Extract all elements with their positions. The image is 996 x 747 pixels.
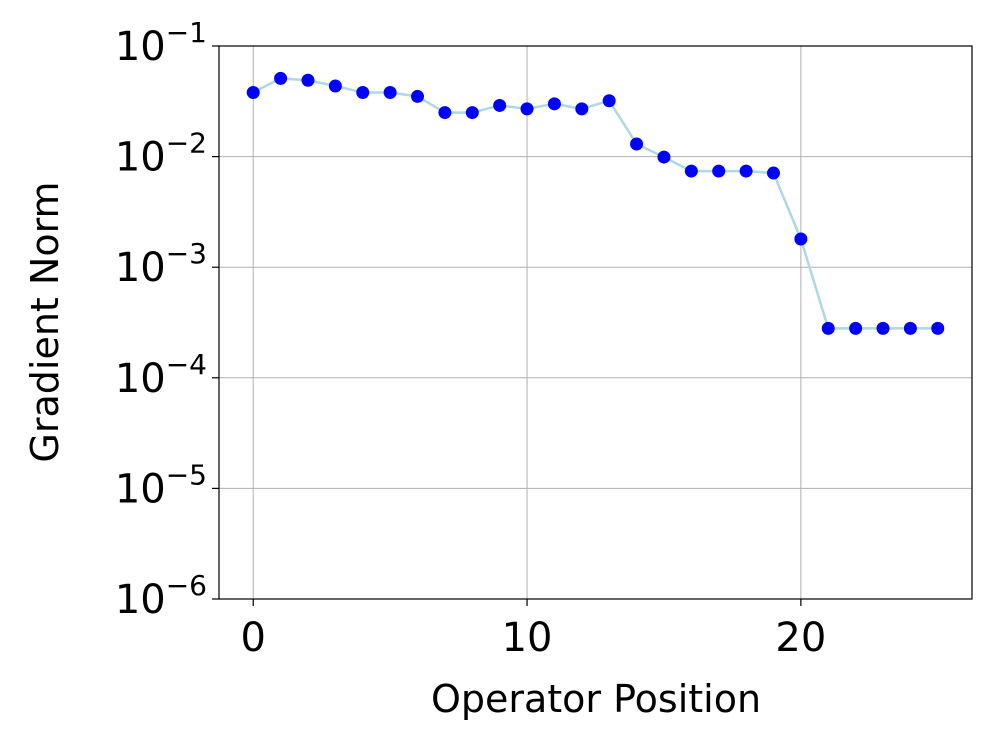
y-tick-label: 10−6 (115, 569, 207, 623)
point (903, 321, 917, 335)
point (246, 85, 260, 99)
plot-frame (218, 45, 973, 600)
point (657, 150, 671, 164)
point (438, 106, 452, 120)
y-tick-label: 10−4 (115, 348, 207, 402)
x-axis-label: Operator Position (431, 677, 761, 721)
point (575, 102, 589, 116)
y-tick-label: 10−1 (115, 16, 207, 70)
point (821, 321, 835, 335)
point (328, 79, 342, 93)
point (465, 106, 479, 120)
point (356, 85, 370, 99)
x-tick-label: 20 (775, 615, 826, 661)
point (493, 98, 507, 112)
line (252, 77, 938, 330)
point (630, 137, 644, 151)
point (712, 164, 726, 178)
point (931, 321, 945, 335)
point (274, 71, 288, 85)
point (766, 166, 780, 180)
point (794, 232, 808, 246)
point (383, 85, 397, 99)
y-axis-label: Gradient Norm (23, 181, 67, 462)
point (520, 102, 534, 116)
y-tick-label: 10−3 (115, 237, 207, 291)
point (602, 94, 616, 108)
point (547, 97, 561, 111)
point (684, 164, 698, 178)
point (301, 73, 315, 87)
y-tick-label: 10−2 (115, 127, 207, 181)
x-tick-label: 0 (241, 615, 266, 661)
point (411, 89, 425, 103)
point (739, 164, 753, 178)
point (876, 321, 890, 335)
point (849, 321, 863, 335)
x-tick-label: 10 (502, 615, 553, 661)
y-tick-label: 10−5 (115, 458, 207, 512)
